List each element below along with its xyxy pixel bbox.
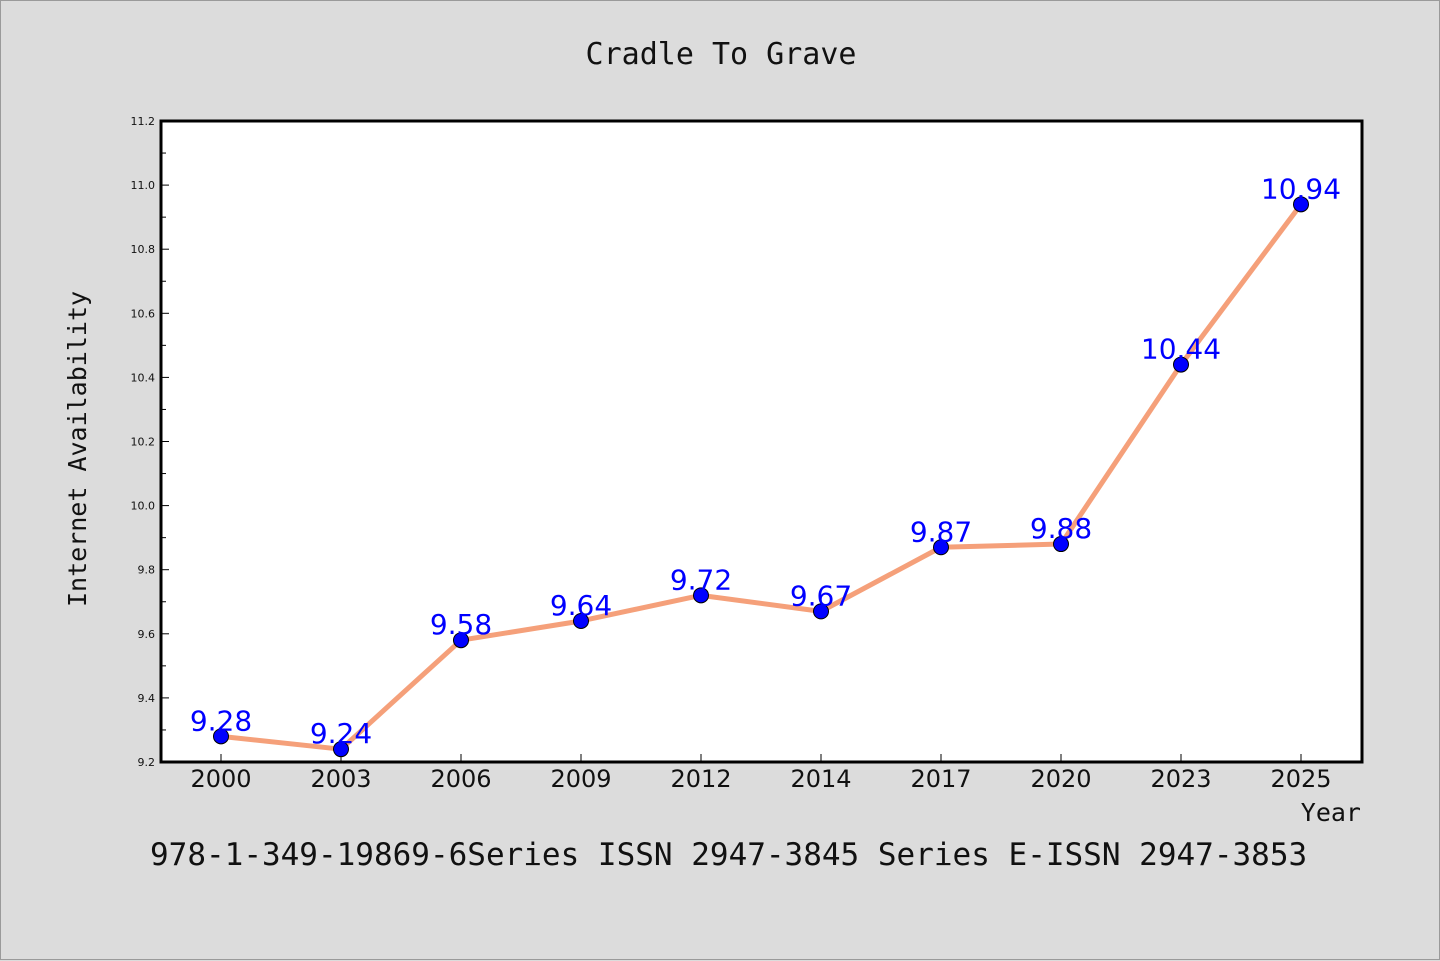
data-point xyxy=(813,603,829,620)
data-point xyxy=(1173,356,1189,373)
data-point xyxy=(453,632,469,649)
x-tick-label: 2014 xyxy=(790,765,851,793)
x-tick-label: 2017 xyxy=(910,765,971,793)
data-label: 9.64 xyxy=(550,589,612,622)
series-line xyxy=(218,201,1304,752)
x-axis: 2000 2003 2006 2009 2012 2014 2017 2020 2023 2025 xyxy=(190,754,1332,793)
y-tick-label: 10.8 xyxy=(131,243,156,256)
series-layer: 9.28 9.24 9.58 9.64 9.72 9.67 9.87 9.88 10.44 10.… xyxy=(190,172,1341,758)
data-label: 9.28 xyxy=(190,704,252,737)
chart-title: Cradle To Grave xyxy=(586,37,857,72)
y-axis: 9.2 9.4 9.6 9.8 10.0 10.2 10.4 10.6 10.8 11.0 11.2 xyxy=(131,115,169,769)
data-point xyxy=(1293,196,1309,213)
x-tick-label: 2000 xyxy=(190,765,251,793)
y-tick-label: 9.2 xyxy=(138,756,156,769)
y-tick-label: 11.2 xyxy=(131,115,156,128)
y-tick-label: 10.2 xyxy=(131,436,156,449)
x-tick-label: 2025 xyxy=(1270,765,1331,793)
data-label: 9.67 xyxy=(790,579,852,612)
data-point xyxy=(693,587,709,604)
y-tick-label: 11.0 xyxy=(131,179,156,192)
y-tick-label: 10.0 xyxy=(131,500,156,513)
x-tick-label: 2020 xyxy=(1030,765,1091,793)
data-point xyxy=(1053,536,1069,553)
x-axis-label: Year xyxy=(1301,798,1361,827)
x-tick-label: 2003 xyxy=(310,765,371,793)
footer-isbn-text: 978-1-349-19869-6Series ISSN 2947-3845 S… xyxy=(150,837,1307,873)
y-axis-label: Internet Availability xyxy=(63,291,92,607)
y-tick-label: 9.4 xyxy=(138,692,156,705)
data-point xyxy=(933,539,949,556)
data-label: 10.94 xyxy=(1261,172,1341,205)
data-point xyxy=(213,728,229,745)
data-label: 10.44 xyxy=(1141,333,1221,366)
y-tick-label: 10.6 xyxy=(131,307,156,320)
x-tick-label: 2012 xyxy=(670,765,731,793)
x-tick-label: 2006 xyxy=(430,765,491,793)
x-tick-label: 2023 xyxy=(1150,765,1211,793)
data-point xyxy=(573,612,589,629)
data-label: 9.58 xyxy=(430,608,492,641)
data-label: 9.88 xyxy=(1030,512,1092,545)
data-label: 9.24 xyxy=(310,717,372,750)
y-tick-label: 9.8 xyxy=(138,564,156,577)
data-label: 9.72 xyxy=(670,563,732,596)
y-tick-label: 10.4 xyxy=(131,371,156,384)
y-tick-label: 9.6 xyxy=(138,628,156,641)
data-point xyxy=(333,741,349,758)
plot-area xyxy=(159,119,1364,764)
x-tick-label: 2009 xyxy=(550,765,611,793)
data-label: 9.87 xyxy=(910,515,972,548)
